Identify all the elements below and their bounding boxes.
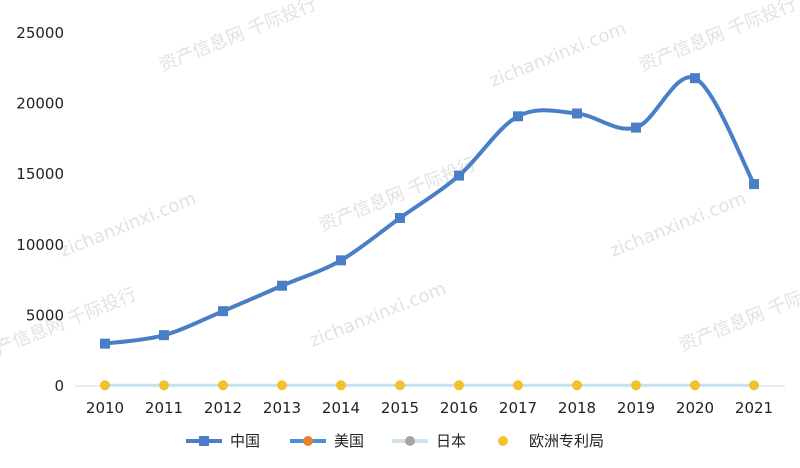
watermark-text: 资产信息网 千际投行 [676, 274, 800, 356]
data-point [749, 179, 759, 190]
legend-marker [405, 436, 415, 446]
data-point [690, 380, 700, 391]
x-tick-label: 2019 [617, 399, 655, 417]
legend-item: 欧洲专利局 [498, 432, 604, 450]
data-point [100, 380, 110, 391]
y-axis-ticks: 0 5000 10000 15000 20000 25000 [16, 24, 64, 395]
data-point [277, 380, 287, 391]
x-tick-label: 2017 [499, 399, 537, 417]
legend-item: 美国 [290, 432, 364, 450]
series-layer [100, 73, 759, 391]
data-point [572, 108, 582, 119]
data-point [513, 111, 523, 122]
y-tick-label: 25000 [16, 24, 64, 42]
data-point [395, 212, 405, 223]
y-tick-label: 20000 [16, 95, 64, 113]
legend-item: 日本 [392, 432, 466, 450]
watermark-text: 资产信息网 千际投行 [636, 0, 799, 76]
x-tick-label: 2018 [558, 399, 596, 417]
data-point [454, 380, 464, 391]
x-axis-ticks: 2010 2011 2012 2013 2014 2015 2016 2017 2018 2019… [86, 399, 773, 417]
legend-label: 欧洲专利局 [529, 432, 604, 450]
data-point [513, 380, 523, 391]
legend-marker [303, 436, 313, 446]
x-tick-label: 2011 [145, 399, 183, 417]
data-point [749, 380, 759, 391]
data-point [159, 330, 169, 341]
data-point [395, 380, 405, 391]
legend-item: 中国 [186, 432, 260, 450]
y-tick-label: 5000 [26, 306, 64, 324]
y-tick-label: 10000 [16, 236, 64, 254]
series-1 [100, 73, 759, 349]
data-point [631, 380, 641, 391]
watermark-layer: 资产信息网 千际投行 zichanxinxi.com 资产信息网 千际投行zicha… [0, 0, 800, 366]
data-point [100, 338, 110, 349]
data-point [218, 306, 228, 317]
data-point [336, 380, 346, 391]
legend-label: 中国 [230, 432, 260, 450]
legend-label: 美国 [334, 432, 364, 450]
data-point [690, 73, 700, 84]
data-point [572, 380, 582, 391]
x-tick-label: 2016 [440, 399, 478, 417]
watermark-text: 资产信息网 千际投行 [316, 154, 479, 236]
x-tick-label: 2013 [263, 399, 301, 417]
data-point [277, 280, 287, 291]
x-tick-label: 2015 [381, 399, 419, 417]
x-tick-label: 2020 [676, 399, 714, 417]
series-4 [100, 380, 759, 391]
watermark-text: zichanxinxi.com [487, 18, 629, 92]
legend-marker [498, 436, 508, 446]
data-point [336, 255, 346, 266]
watermark-text: zichanxinxi.com [607, 188, 749, 262]
y-tick-label: 15000 [16, 165, 64, 183]
data-point [218, 380, 228, 391]
watermark-text: zichanxinxi.com [57, 188, 199, 262]
x-tick-label: 2010 [86, 399, 124, 417]
data-point [454, 170, 464, 181]
watermark-text: 资产信息网 千际投行 [156, 0, 319, 76]
legend-label: 日本 [436, 432, 466, 450]
y-tick-label: 0 [54, 377, 64, 395]
watermark-text: 资产信息网 千际投行 [0, 284, 140, 366]
watermark-text: zichanxinxi.com [307, 278, 449, 352]
x-tick-label: 2012 [204, 399, 242, 417]
x-tick-label: 2014 [322, 399, 360, 417]
x-tick-label: 2021 [735, 399, 773, 417]
data-point [159, 380, 169, 391]
legend-marker [199, 436, 209, 446]
legend: 中国 美国 日本 欧洲专利局 [186, 432, 604, 450]
data-point [631, 122, 641, 133]
